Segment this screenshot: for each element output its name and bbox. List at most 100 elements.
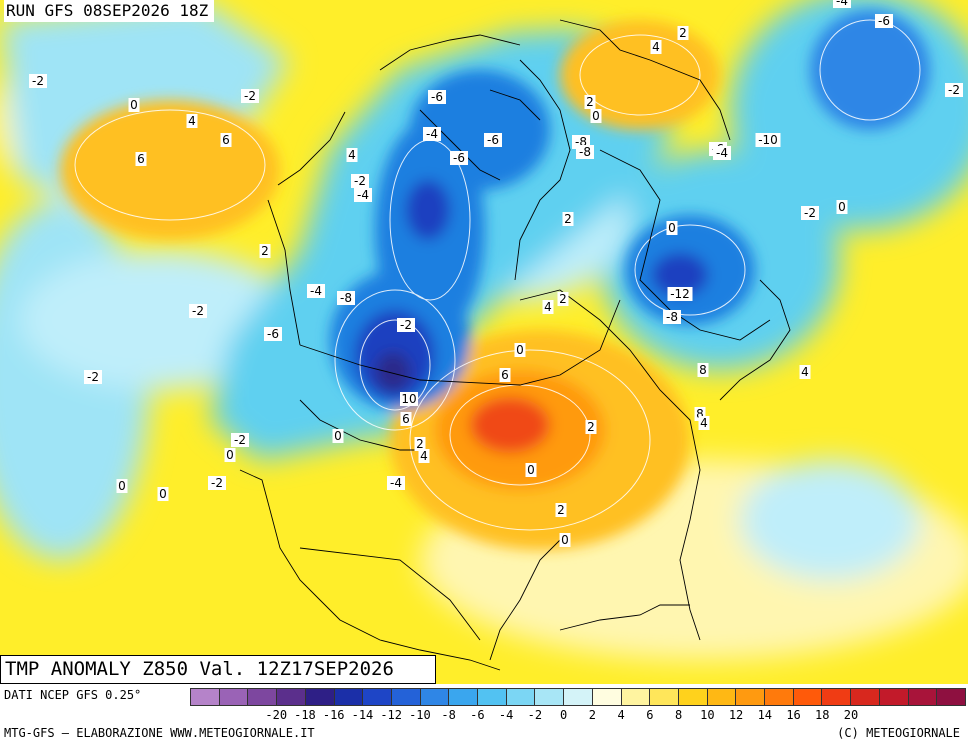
svg-text:10: 10 (401, 392, 416, 406)
legend-swatch (191, 689, 220, 705)
legend-swatch (851, 689, 880, 705)
contour-label: -10 (755, 133, 781, 147)
contour-label: -2 (189, 304, 207, 318)
svg-text:0: 0 (527, 463, 535, 477)
svg-text:4: 4 (544, 300, 552, 314)
svg-text:0: 0 (226, 448, 234, 462)
legend-swatch (506, 689, 536, 705)
legend-swatch (391, 689, 421, 705)
svg-text:-4: -4 (357, 188, 369, 202)
svg-text:4: 4 (801, 365, 809, 379)
svg-text:-4: -4 (836, 0, 848, 8)
legend-swatch (650, 689, 679, 705)
legend-swatch (334, 689, 364, 705)
contour-label: 8 (697, 363, 709, 377)
contour-label: -8 (663, 310, 681, 324)
contour-label: 0 (514, 343, 526, 357)
contour-label: -2 (351, 174, 369, 188)
svg-text:0: 0 (838, 200, 846, 214)
contour-label: 0 (559, 533, 571, 547)
svg-text:6: 6 (402, 412, 410, 426)
svg-text:4: 4 (348, 148, 356, 162)
contour-label: -2 (945, 83, 963, 97)
legend-swatch (765, 689, 794, 705)
svg-text:-8: -8 (340, 291, 352, 305)
contour-label: 2 (555, 503, 567, 517)
legend-swatch (564, 689, 593, 705)
svg-text:-2: -2 (87, 370, 99, 384)
svg-text:0: 0 (118, 479, 126, 493)
legend-tick-label: 8 (674, 708, 683, 722)
legend-tick-label: 18 (815, 708, 830, 722)
svg-text:-12: -12 (670, 287, 690, 301)
svg-text:-6: -6 (487, 133, 499, 147)
legend-tick-label: 14 (757, 708, 773, 722)
contour-label: 0 (666, 221, 678, 235)
svg-text:-4: -4 (716, 146, 728, 160)
contour-label: -4 (354, 188, 372, 202)
contour-label: 2 (584, 95, 596, 109)
legend-tick-label: -16 (322, 708, 345, 722)
credit-left: MTG-GFS – ELABORAZIONE WWW.METEOGIORNALE… (4, 726, 315, 740)
legend-swatch (248, 689, 278, 705)
contour-label: 0 (116, 479, 128, 493)
svg-text:-2: -2 (354, 174, 366, 188)
contour-label: -2 (29, 74, 47, 88)
svg-text:2: 2 (679, 26, 687, 40)
legend-tick-label: -12 (380, 708, 403, 722)
legend-tick-label: 20 (843, 708, 859, 722)
svg-text:0: 0 (334, 429, 342, 443)
contour-label: 4 (186, 114, 198, 128)
contour-label: -6 (875, 14, 893, 28)
contour-label: -6 (484, 133, 502, 147)
map-title: TMP ANOMALY Z850 Val. 12Z17SEP2026 (0, 655, 436, 684)
svg-text:-4: -4 (426, 127, 438, 141)
legend-tick-label: 16 (786, 708, 801, 722)
contour-label: -2 (231, 433, 249, 447)
svg-text:2: 2 (564, 212, 572, 226)
credit-right: (C) METEOGIORNALE (837, 726, 960, 740)
contour-label: -4 (833, 0, 851, 8)
svg-text:-2: -2 (948, 83, 960, 97)
contour-label: -6 (450, 151, 468, 165)
data-source-label: DATI NCEP GFS 0.25° (4, 688, 142, 702)
contour-label: 2 (414, 437, 426, 451)
legend-tick-label: 6 (646, 708, 654, 722)
svg-text:0: 0 (592, 109, 600, 123)
svg-text:4: 4 (188, 114, 196, 128)
legend-tick-label: 12 (728, 708, 744, 722)
contour-label: -2 (397, 318, 415, 332)
legend-tick-label: 4 (617, 708, 625, 722)
contour-label: 2 (585, 420, 597, 434)
legend-swatch (908, 689, 938, 705)
legend-swatch (420, 689, 450, 705)
legend-swatch (937, 689, 965, 705)
svg-text:8: 8 (699, 363, 707, 377)
svg-text:4: 4 (652, 40, 660, 54)
contour-label: 0 (590, 109, 602, 123)
contour-label: 2 (557, 292, 569, 306)
legend-swatch (277, 689, 306, 705)
contour-label: 4 (542, 300, 554, 314)
legend-swatch (535, 689, 565, 705)
legend-swatch (707, 689, 737, 705)
legend-tick-label: 2 (588, 708, 596, 722)
contour-label: 10 (400, 392, 418, 406)
legend-tick-label: 0 (560, 708, 568, 722)
svg-text:-2: -2 (192, 304, 204, 318)
svg-text:0: 0 (561, 533, 569, 547)
contour-label: 6 (220, 133, 232, 147)
contour-label: 0 (525, 463, 537, 477)
legend-swatch (219, 689, 249, 705)
contour-label: -4 (307, 284, 325, 298)
svg-text:2: 2 (261, 244, 269, 258)
contour-label: -4 (387, 476, 405, 490)
contour-label: 2 (562, 212, 574, 226)
legend-tick-label: -14 (351, 708, 374, 722)
legend-swatch (305, 689, 335, 705)
legend-tick-label: 10 (700, 708, 715, 722)
legend-swatch (449, 689, 479, 705)
legend-tick-label: -2 (527, 708, 543, 722)
svg-text:-2: -2 (804, 206, 816, 220)
svg-text:-10: -10 (758, 133, 778, 147)
